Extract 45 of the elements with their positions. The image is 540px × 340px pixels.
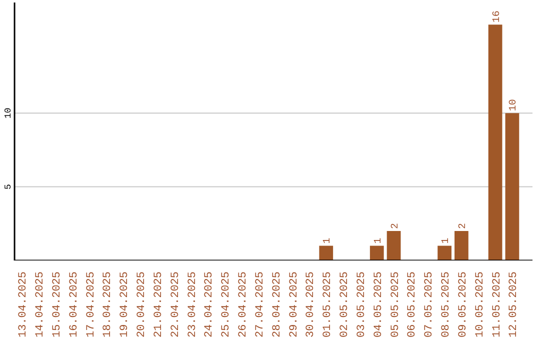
x-tick-label: 09.05.2025 — [457, 271, 470, 338]
data-label: 2 — [390, 223, 402, 230]
x-tick-label: 24.04.2025 — [204, 271, 216, 338]
x-tick-label: 13.04.2025 — [18, 271, 30, 338]
bar — [505, 113, 520, 260]
bar — [488, 24, 502, 260]
bar — [386, 231, 401, 260]
data-label: 1 — [373, 238, 384, 244]
data-label: 16 — [492, 10, 503, 23]
x-tick-label: 03.05.2025 — [356, 271, 368, 338]
x-tick-label: 30.04.2025 — [305, 271, 318, 338]
x-tick-label: 29.04.2025 — [288, 271, 300, 338]
x-tick-label: 04.05.2025 — [372, 271, 385, 338]
data-label: 1 — [322, 238, 334, 244]
bar — [370, 246, 384, 260]
x-tick-label: 20.04.2025 — [136, 271, 148, 338]
x-tick-label: 26.04.2025 — [238, 271, 250, 338]
y-tick-label: 5 — [4, 184, 14, 190]
x-tick-label: 25.04.2025 — [220, 271, 233, 338]
x-tick-label: 23.04.2025 — [186, 271, 199, 338]
x-tick-label: 27.04.2025 — [254, 271, 266, 338]
x-tick-label: 05.05.2025 — [390, 271, 402, 338]
bar — [438, 246, 452, 260]
x-tick-label: 15.04.2025 — [51, 271, 64, 338]
x-tick-label: 10.05.2025 — [474, 271, 486, 338]
x-tick-label: 02.05.2025 — [339, 271, 352, 338]
x-tick-label: 28.04.2025 — [271, 271, 284, 338]
x-tick-label: 14.04.2025 — [34, 271, 47, 338]
x-tick-label: 19.04.2025 — [119, 271, 132, 338]
x-tick-label: 06.05.2025 — [406, 271, 419, 338]
x-tick-label: 08.05.2025 — [440, 271, 453, 338]
x-tick-label: 17.04.2025 — [85, 271, 98, 338]
bar — [454, 231, 468, 260]
x-tick-label: 07.05.2025 — [424, 271, 436, 338]
x-tick-label: 12.05.2025 — [508, 271, 520, 338]
x-tick-label: 21.04.2025 — [152, 271, 165, 338]
x-tick-label: 22.04.2025 — [170, 271, 182, 338]
x-tick-label: 18.04.2025 — [102, 271, 114, 338]
data-label: 1 — [441, 238, 452, 244]
x-tick-label: 01.05.2025 — [322, 271, 334, 338]
bar — [319, 246, 334, 260]
data-label: 10 — [508, 99, 520, 112]
data-label: 2 — [458, 223, 469, 230]
x-tick-label: 16.04.2025 — [68, 271, 80, 338]
x-tick-label: 11.05.2025 — [491, 271, 504, 338]
